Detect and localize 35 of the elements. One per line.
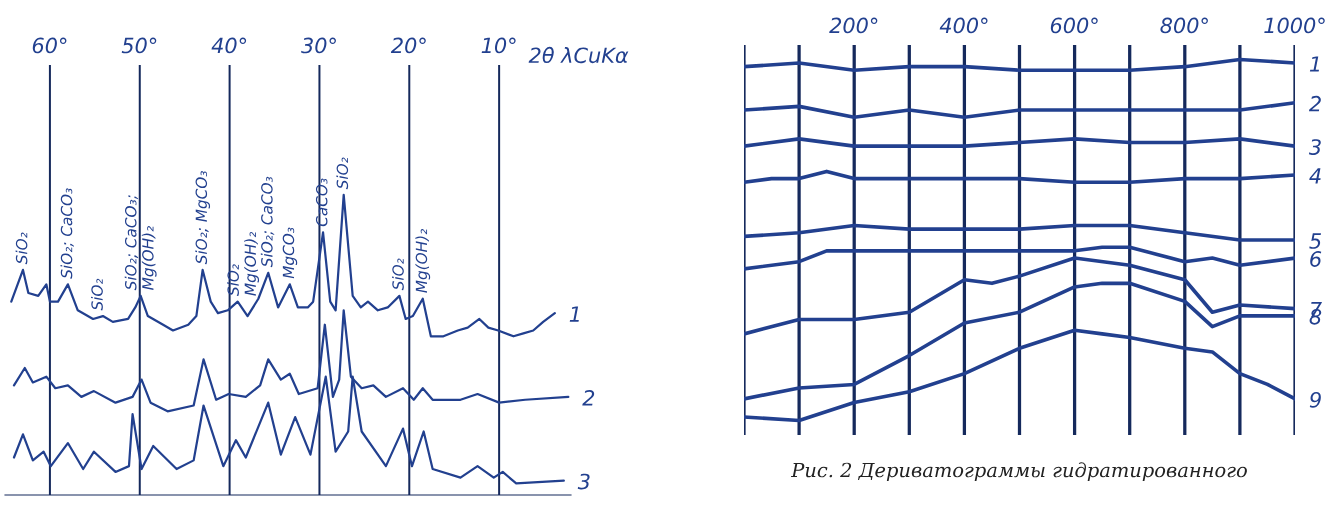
series-label: 2 bbox=[1308, 95, 1321, 112]
x-tick-label: 600° bbox=[1050, 17, 1098, 34]
x-tick-label: 400° bbox=[939, 17, 988, 34]
series-label: 1 bbox=[1309, 56, 1319, 72]
annotation: CaCO₃ bbox=[315, 178, 328, 227]
annotation: SiO₂ Mg(OH)₂ bbox=[227, 231, 260, 296]
series-label: 9 bbox=[1309, 391, 1321, 408]
text: Рис. 2 Дериватограммы гидратированного bbox=[790, 462, 1247, 482]
series-label: 6 bbox=[1310, 251, 1322, 267]
x-axis-title: 2θ λCuKα bbox=[528, 46, 629, 64]
series-label: 5 bbox=[1309, 233, 1321, 249]
annotation: SiO₂; CaCO₃; Mg(OH)₂ bbox=[124, 195, 157, 291]
annotation: SiO₂ bbox=[336, 157, 349, 190]
series-label: 3 bbox=[1308, 139, 1321, 155]
annotation: MgCO₃ bbox=[282, 227, 298, 279]
annotation: SiO₂ bbox=[91, 278, 103, 311]
x-tick-label: 200° bbox=[829, 17, 878, 34]
annotation: SiO₂; CaCO₃ bbox=[260, 176, 275, 268]
x-tick-label: 60° bbox=[32, 37, 67, 54]
annotation: SiO₂; MgCO₃ bbox=[195, 171, 211, 265]
x-tick-label: 20° bbox=[390, 37, 426, 54]
annotation: Mg(OH)₂ bbox=[415, 229, 431, 293]
series-label: 4 bbox=[1309, 168, 1321, 184]
series-label: 1 bbox=[569, 306, 579, 322]
x-tick-label: 1000° bbox=[1264, 17, 1325, 34]
x-tick-label: 30° bbox=[301, 37, 336, 54]
annotation: SiO₂ bbox=[15, 232, 28, 265]
series-label: 3 bbox=[577, 473, 590, 490]
x-tick-label: 10° bbox=[481, 37, 516, 54]
series-label: 2 bbox=[582, 389, 595, 406]
annotation: SiO₂; CaCO₃ bbox=[60, 188, 74, 279]
x-tick-label: 800° bbox=[1160, 17, 1208, 34]
annotation: SiO₂ bbox=[392, 258, 404, 291]
x-tick-label: 40° bbox=[211, 37, 247, 54]
x-tick-label: 50° bbox=[121, 37, 157, 54]
